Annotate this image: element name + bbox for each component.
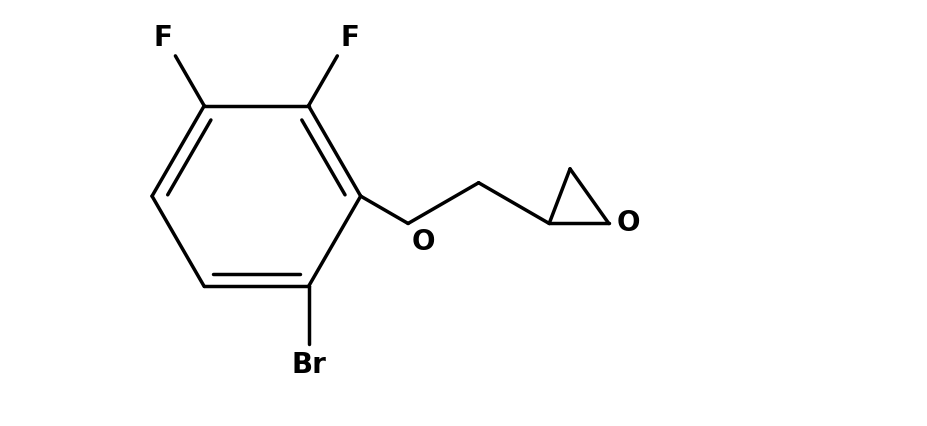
Text: F: F bbox=[340, 24, 359, 52]
Text: F: F bbox=[153, 24, 172, 52]
Text: Br: Br bbox=[291, 351, 325, 379]
Text: O: O bbox=[412, 228, 435, 256]
Text: O: O bbox=[616, 210, 640, 237]
